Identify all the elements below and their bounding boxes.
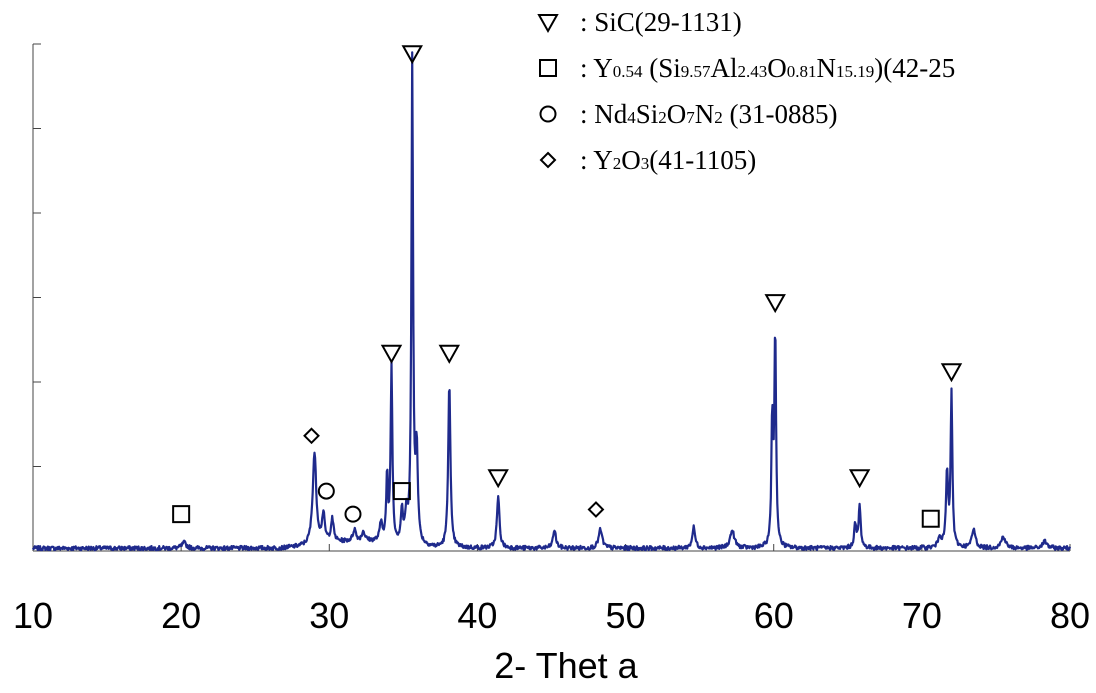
x-tick-label: 70 (902, 595, 942, 636)
peak-marker-triangle-down (764, 294, 786, 314)
legend-marker-square (539, 59, 557, 77)
x-tick-label: 30 (309, 595, 349, 636)
peak-marker-triangle-down (848, 469, 871, 489)
peak-marker-triangle-down (380, 344, 403, 364)
x-tick-label: 50 (606, 595, 646, 636)
legend-entry: : Nd4Si2O7N2 (31-0885) (580, 99, 838, 129)
legend-entry: : Y2O3(41-1105) (580, 145, 756, 175)
legend-entry: : SiC(29-1131) (580, 7, 742, 37)
peak-marker-diamond (303, 427, 320, 445)
x-tick-label: 80 (1050, 595, 1090, 636)
peak-marker-diamond (587, 501, 605, 518)
xrd-pattern-line (32, 51, 1072, 552)
peak-marker-triangle-down (401, 45, 423, 65)
peak-marker-circle (317, 482, 335, 500)
peak-marker-square (392, 482, 411, 501)
series (32, 51, 1072, 552)
legend-marker-diamond (539, 151, 557, 169)
peak-marker-circle (344, 505, 362, 523)
legend-marker-triangle-down (537, 14, 559, 34)
peak-marker-triangle-down (940, 363, 963, 383)
peak-annotations (172, 45, 963, 528)
x-tick-label: 20 (161, 595, 201, 636)
x-axis-title: 2- Thet a (494, 645, 638, 686)
x-tick-label: 40 (457, 595, 497, 636)
peak-marker-triangle-down (438, 344, 460, 364)
peak-marker-triangle-down (487, 469, 509, 489)
peak-marker-square (172, 505, 191, 524)
peak-marker-square (921, 509, 940, 528)
legend: : SiC(29-1131) : Y0.54 (Si9.57Al2.43O0.81… (537, 7, 955, 175)
x-tick-label: 10 (13, 595, 53, 636)
legend-entry: : Y0.54 (Si9.57Al2.43O0.81N15.19)(42-25 (580, 53, 955, 83)
x-tick-label: 60 (754, 595, 794, 636)
legend-marker-circle (539, 105, 557, 123)
x-tick-labels: 10 20 30 40 50 60 70 80 (13, 595, 1090, 636)
